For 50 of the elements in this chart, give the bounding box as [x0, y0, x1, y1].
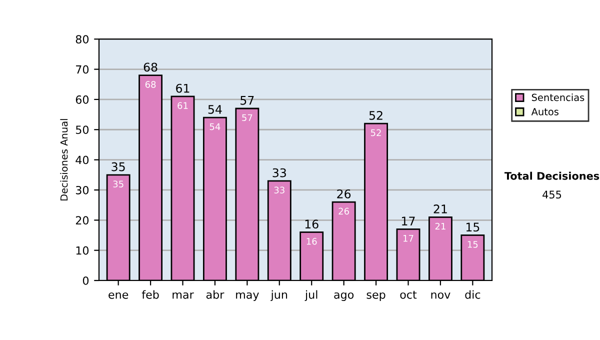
data-label: 17 — [403, 235, 414, 242]
annotation: 33 — [272, 168, 286, 178]
data-label: 68 — [145, 81, 156, 88]
text: Total Decisiones — [504, 172, 600, 180]
y-tick-label: 20 — [76, 216, 89, 225]
x-tick-label: jun — [270, 290, 288, 301]
data-label: 57 — [242, 114, 252, 122]
y-tick-label: 0 — [82, 276, 89, 285]
y-tick-label: 50 — [76, 126, 89, 134]
data-label: 26 — [338, 208, 349, 215]
x-tick-label: abr — [206, 290, 224, 299]
x-tick-label: nov — [431, 292, 450, 299]
data-label: 52 — [370, 129, 381, 136]
x-tick-label: may — [236, 292, 259, 301]
x-tick-label: feb — [142, 290, 159, 299]
data-label: 35 — [113, 180, 124, 188]
annotation: 68 — [144, 62, 158, 72]
y-tick-label: 30 — [76, 186, 89, 194]
annotation: 61 — [176, 84, 190, 93]
x-tick-label: ene — [108, 292, 128, 299]
annotation: 21 — [434, 204, 447, 214]
x-tick-label: sep — [366, 292, 386, 301]
annotation: 54 — [208, 105, 222, 114]
x-tick-label: ago — [334, 292, 354, 301]
y-tick-label: 10 — [76, 246, 89, 255]
annotation: 35 — [112, 162, 125, 172]
annotation: 26 — [337, 189, 351, 198]
y-tick-label: 40 — [76, 156, 89, 164]
y-tick-label: 70 — [76, 65, 89, 74]
annotation: 16 — [305, 220, 318, 229]
y-axis-title: Decisiones Anual — [60, 119, 68, 200]
x-tick-label: jul — [304, 290, 318, 301]
annotation: 15 — [466, 222, 480, 232]
data-label: 21 — [435, 222, 446, 230]
x-tick-label: dic — [465, 290, 480, 299]
annotation: 57 — [240, 96, 254, 105]
annotation: 52 — [369, 110, 382, 120]
data-label: 15 — [468, 241, 478, 248]
legend-label: Sentencias — [532, 94, 584, 102]
y-tick-label: 80 — [76, 35, 89, 44]
data-label: 61 — [178, 102, 188, 109]
x-tick-label: mar — [172, 292, 194, 299]
data-label: 54 — [210, 123, 220, 130]
data-label: 33 — [274, 186, 284, 194]
data-label: 16 — [306, 238, 317, 245]
x-tick-label: oct — [400, 290, 417, 299]
text: 455 — [542, 190, 562, 199]
y-tick-label: 60 — [76, 95, 89, 104]
legend-label: Autos — [531, 108, 558, 116]
annotation: 17 — [402, 216, 415, 226]
